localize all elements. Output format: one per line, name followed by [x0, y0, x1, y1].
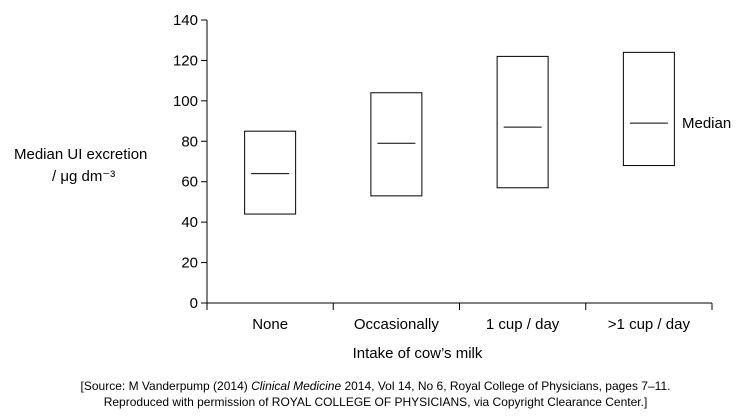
y-axis: 0 20 40 60 80 100 120 140: [173, 12, 208, 312]
x-tick-label: >1 cup / day: [608, 316, 691, 333]
source-prefix: [Source: M Vanderpump (2014): [80, 379, 252, 393]
y-tick-label: 40: [181, 214, 198, 231]
x-axis-label: Intake of cow’s milk: [352, 345, 483, 362]
source-line2: Reproduced with permission of ROYAL COLL…: [103, 395, 648, 409]
box-chart: 0 20 40 60 80 100 120 140 None Occasionally 1 cup…: [173, 12, 731, 333]
median-annotation: Median: [682, 115, 731, 132]
source-journal: Clinical Medicine: [251, 379, 342, 393]
box: [370, 92, 423, 197]
y-tick-label: 100: [173, 93, 198, 110]
y-axis-label-line2: / μg dm⁻³: [52, 168, 116, 185]
y-tick-label: 120: [173, 52, 198, 69]
y-tick-label: 20: [181, 255, 198, 272]
x-tick-label: None: [252, 316, 288, 333]
y-tick-label: 80: [181, 133, 198, 150]
x-tick-label: 1 cup / day: [486, 316, 560, 333]
boxes: [244, 51, 675, 215]
y-tick-label: 0: [190, 295, 198, 312]
box: [244, 130, 297, 215]
y-axis-label: Median UI excretion / μg dm⁻³: [14, 144, 147, 188]
box: [496, 55, 549, 189]
source-citation: [Source: M Vanderpump (2014) Clinical Me…: [0, 378, 751, 410]
source-suffix: 2014, Vol 14, No 6, Royal College of Phy…: [341, 379, 671, 393]
y-axis-label-line1: Median UI excretion: [14, 146, 148, 163]
y-tick-label: 140: [173, 12, 198, 29]
y-tick-label: 60: [181, 174, 198, 191]
box: [622, 51, 675, 167]
x-axis: None Occasionally 1 cup / day >1 cup / day: [206, 302, 713, 333]
x-tick-label: Occasionally: [354, 316, 440, 333]
